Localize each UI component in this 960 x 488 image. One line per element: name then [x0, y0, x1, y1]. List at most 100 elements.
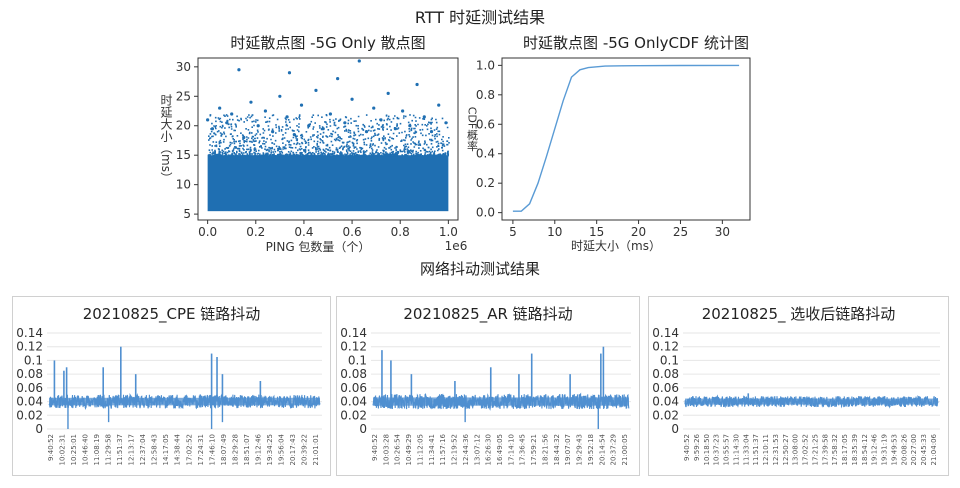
filtered-y-tick-label: 0.02 [652, 408, 679, 422]
scatter-point-0 [206, 118, 210, 122]
cpe-x-tick-label: 14:38:44 [174, 433, 182, 465]
cdf-y-axis-label: CDF概率 [466, 107, 479, 152]
scatter-point-18 [328, 112, 333, 116]
scatter-point-31 [422, 115, 426, 119]
cpe-jitter-panel: 20210825_CPE 链路抖动 0 0.02 0.04 0.06 0.08 0.1 0.1… [12, 296, 331, 476]
cpe-x-tick-label: 9:40:52 [47, 434, 55, 461]
ar-x-tick-label: 18:21:56 [542, 433, 550, 465]
filtered-x-tick-label: 10:37:23 [713, 434, 721, 465]
cpe-title: 20210825_CPE 链路抖动 [83, 305, 261, 324]
cpe-jitter-chart: 20210825_CPE 链路抖动 00.020.040.060.080.1 0.1… [16, 305, 322, 465]
filtered-x-tick-label: 12:31:53 [772, 434, 780, 465]
cpe-y-tick-label: 0.06 [16, 381, 43, 395]
scatter-point-23 [364, 130, 369, 134]
ar-x-tick-label: 21:00:05 [621, 434, 629, 465]
filtered-x-tick-label: 17:39:58 [821, 434, 829, 465]
scatter-y-tick-label: 30 [176, 60, 191, 74]
scatter-y-axis-label: 时延大小（ms） [159, 94, 173, 184]
cpe-y-tick-label: 0.04 [16, 395, 43, 409]
ar-x-tick-label: 11:34:41 [428, 434, 436, 465]
ar-x-tick-label: 10:03:28 [382, 434, 390, 465]
scatter-point-33 [437, 103, 441, 107]
ar-title: 20210825_AR 链路抖动 [403, 305, 572, 324]
scatter-point-16 [314, 88, 318, 92]
scatter-point-29 [408, 124, 412, 128]
cdf-x-tick-label: 30 [715, 225, 730, 239]
ar-x-tick-label: 18:44:32 [553, 434, 561, 465]
scatter-point-35 [287, 71, 292, 75]
cpe-x-tick-label: 12:58:43 [151, 434, 159, 465]
filtered-x-tick-label: 17:02:52 [802, 434, 810, 465]
ar-y-tick-label: 0.02 [340, 408, 367, 422]
cpe-x-tick-label: 14:17:05 [162, 434, 170, 465]
filtered-x-tick-label: 19:31:19 [881, 434, 889, 465]
scatter-x-offset-label: 1e6 [445, 239, 468, 253]
scatter-point-14 [299, 103, 304, 107]
scatter-point-13 [292, 132, 296, 137]
filtered-title: 20210825_ 选收后链路抖动 [702, 305, 896, 324]
scatter-point-11 [278, 94, 282, 98]
filtered-series-band [685, 398, 938, 405]
scatter-point-9 [263, 109, 268, 113]
cdf-title: 时延散点图 -5G OnlyCDF 统计图 [523, 34, 749, 52]
cdf-y-tick-label: 0.4 [476, 147, 495, 161]
scatter-x-axis-label: PING 包数量（个） [266, 239, 371, 254]
scatter-y-tick-label: 25 [176, 89, 191, 103]
cdf-y-tick-label: 0.6 [476, 117, 495, 131]
cpe-y-tick-label: 0.02 [16, 408, 43, 422]
filtered-x-tick-label: 10:55:57 [723, 434, 731, 465]
filtered-x-tick-label: 19:49:53 [891, 434, 899, 465]
ar-x-tick-label: 10:49:29 [405, 434, 413, 465]
filtered-x-tick-label: 9:40:52 [683, 434, 691, 461]
scatter-x-tick-label: 0.4 [294, 225, 313, 239]
filtered-x-tick-label: 11:51:37 [752, 434, 760, 465]
scatter-point-4 [230, 112, 234, 116]
cpe-y-tick-label: 0 [35, 422, 43, 436]
scatter-point-3 [225, 121, 229, 125]
cpe-series-band [49, 397, 320, 406]
ar-x-tick-label: 17:36:45 [519, 434, 527, 465]
cpe-x-tick-label: 18:29:28 [231, 434, 239, 465]
scatter-point-27 [393, 127, 398, 131]
cdf-x-axis-label: 时延大小（ms） [571, 239, 661, 253]
ar-x-tick-label: 9:40:52 [371, 434, 379, 461]
ar-jitter-panel: 20210825_AR 链路抖动 0 0.02 0.04 0.06 0.08 0.1 0.12… [336, 296, 640, 476]
cdf-x-tick-label: 15 [589, 225, 604, 239]
cpe-x-tick-label: 17:02:52 [185, 434, 193, 465]
scatter-point-10 [271, 130, 275, 134]
ar-y-tick-label: 0.08 [340, 367, 367, 381]
scatter-x-tick-label: 0.8 [391, 225, 410, 239]
scatter-dense-band [207, 155, 449, 212]
filtered-x-tick-label: 20:45:33 [920, 434, 928, 465]
ar-y-tick-label: 0.06 [340, 381, 367, 395]
scatter-x-tick-label: 0.6 [343, 225, 362, 239]
filtered-x-tick-label: 9:59:26 [693, 433, 701, 461]
scatter-point-19 [336, 77, 340, 81]
filtered-x-tick-label: 11:33:04 [742, 433, 750, 465]
scatter-point-22 [357, 59, 361, 63]
ar-x-tick-label: 11:57:16 [439, 433, 447, 465]
ar-x-tick-label: 12:44:36 [462, 433, 470, 465]
cpe-x-tick-label: 11:29:58 [105, 434, 113, 465]
filtered-x-tick-label: 20:08:26 [900, 433, 908, 465]
scatter-point-24 [372, 106, 376, 110]
cdf-y-tick-label: 1.0 [476, 58, 495, 72]
cpe-y-tick-label: 0.14 [16, 326, 43, 340]
filtered-x-tick-label: 19:12:46 [871, 433, 879, 465]
cpe-x-tick-label: 11:08:19 [93, 434, 101, 465]
cpe-y-tick-label: 0.08 [16, 367, 43, 381]
filtered-jitter-chart: 20210825_ 选收后链路抖动00.020.040.060.080.10.1… [652, 305, 940, 465]
filtered-x-tick-label: 11:14:30 [732, 434, 740, 465]
cpe-y-tick-label: 0.1 [24, 353, 43, 367]
filtered-x-tick-label: 18:17:05 [841, 434, 849, 465]
ar-x-tick-label: 19:52:18 [587, 434, 595, 465]
scatter-point-17 [321, 127, 325, 131]
scatter-y-tick-label: 10 [176, 178, 191, 192]
filtered-y-tick-label: 0.12 [652, 340, 679, 354]
ar-series-band [373, 397, 629, 406]
filtered-x-tick-label: 20:27:00 [910, 434, 918, 465]
filtered-y-tick-label: 0.04 [652, 395, 679, 409]
scatter-title: 时延散点图 -5G Only 散点图 [230, 34, 425, 52]
jitter-section-title: 网络抖动测试结果 [419, 260, 540, 278]
filtered-x-tick-label: 21:04:06 [930, 433, 938, 465]
